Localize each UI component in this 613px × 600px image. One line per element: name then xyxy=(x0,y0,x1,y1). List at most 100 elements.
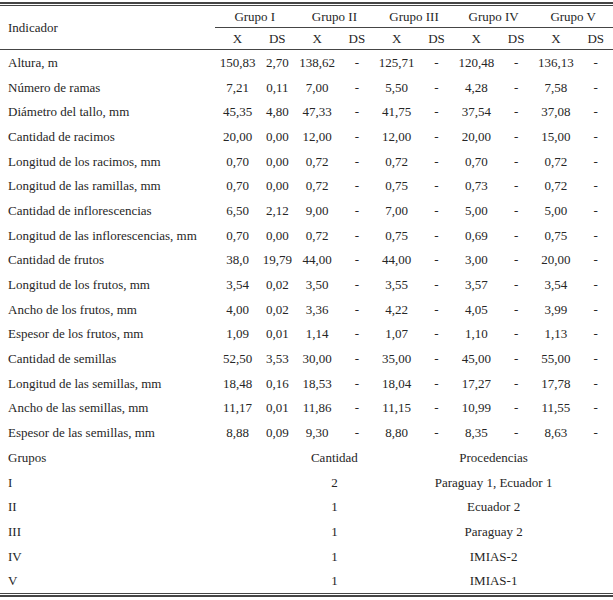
group-header-cell: Grupo V xyxy=(533,6,613,28)
sd-value-cell: 3,53 xyxy=(260,346,295,371)
sd-value-cell: - xyxy=(419,346,454,371)
mean-value-cell: 0,70 xyxy=(215,173,260,198)
paper-table-page: IndicadorGrupo IGrupo IIGrupo IIIGrupo I… xyxy=(0,0,613,600)
mean-value-cell: 47,33 xyxy=(295,99,340,124)
mean-value-cell: 8,35 xyxy=(454,420,499,445)
table-row: Diámetro del tallo, mm45,354,8047,33-41,… xyxy=(0,99,613,124)
group-name-cell: II xyxy=(0,494,215,519)
mean-value-cell: 5,50 xyxy=(374,75,419,100)
mean-value-cell: 15,00 xyxy=(533,124,578,149)
mean-value-cell: 4,00 xyxy=(215,297,260,322)
mean-value-cell: 0,70 xyxy=(215,223,260,248)
sd-value-cell: - xyxy=(340,50,375,75)
sd-value-cell: - xyxy=(499,272,534,297)
mean-value-cell: 52,50 xyxy=(215,346,260,371)
mean-value-cell: 3,00 xyxy=(454,248,499,273)
sd-subheader: DS xyxy=(340,28,375,50)
procedencias-value-cell: IMIAS-1 xyxy=(374,568,613,593)
row-label: Longitud de las inflorescencias, mm xyxy=(0,223,215,248)
mean-value-cell: 0,72 xyxy=(295,223,340,248)
mean-value-cell: 11,55 xyxy=(533,396,578,421)
sd-value-cell: - xyxy=(578,346,613,371)
mean-value-cell: 0,69 xyxy=(454,223,499,248)
mean-value-cell: 12,00 xyxy=(374,124,419,149)
mean-value-cell: 18,04 xyxy=(374,371,419,396)
sd-value-cell: - xyxy=(419,272,454,297)
mean-value-cell: 30,00 xyxy=(295,346,340,371)
sd-value-cell: 0,00 xyxy=(260,223,295,248)
row-label: Longitud de las semillas, mm xyxy=(0,371,215,396)
table-row: Longitud de los frutos, mm3,540,023,50-3… xyxy=(0,272,613,297)
table-row: Longitud de las inflorescencias, mm0,700… xyxy=(0,223,613,248)
cantidad-value-cell: 1 xyxy=(295,519,375,544)
sd-value-cell: - xyxy=(340,198,375,223)
sd-value-cell: - xyxy=(419,396,454,421)
sd-value-cell: - xyxy=(578,297,613,322)
mean-value-cell: 20,00 xyxy=(533,248,578,273)
groups-row: II1Ecuador 2 xyxy=(0,494,613,519)
sd-value-cell: - xyxy=(419,420,454,445)
sd-value-cell: - xyxy=(499,248,534,273)
table-bottom-double-rule xyxy=(0,593,613,597)
row-label: Espesor de las semillas, mm xyxy=(0,420,215,445)
mean-value-cell: 20,00 xyxy=(215,124,260,149)
groups-row: GruposCantidadProcedencias xyxy=(0,445,613,470)
mean-value-cell: 7,00 xyxy=(374,198,419,223)
sd-value-cell: - xyxy=(578,420,613,445)
mean-value-cell: 0,75 xyxy=(533,223,578,248)
sd-value-cell: 0,00 xyxy=(260,173,295,198)
mean-value-cell: 17,27 xyxy=(454,371,499,396)
sd-subheader: DS xyxy=(419,28,454,50)
groups-section: GruposCantidadProcedenciasI2Paraguay 1, … xyxy=(0,445,613,593)
cantidad-value-cell: 2 xyxy=(295,470,375,495)
sd-value-cell: - xyxy=(578,149,613,174)
sd-value-cell: 0,00 xyxy=(260,124,295,149)
sd-value-cell: - xyxy=(340,346,375,371)
sd-value-cell: - xyxy=(499,297,534,322)
table-row: Altura, m150,832,70138,62-125,71-120,48-… xyxy=(0,50,613,75)
sd-value-cell: 2,12 xyxy=(260,198,295,223)
sd-subheader: DS xyxy=(578,28,613,50)
mean-value-cell: 44,00 xyxy=(295,248,340,273)
sd-value-cell: - xyxy=(419,371,454,396)
sd-value-cell: - xyxy=(419,50,454,75)
row-label: Longitud de los racimos, mm xyxy=(0,149,215,174)
sd-value-cell: - xyxy=(578,223,613,248)
group-header-cell: Grupo II xyxy=(295,6,375,28)
mean-value-cell: 38,0 xyxy=(215,248,260,273)
mean-value-cell: 7,00 xyxy=(295,75,340,100)
sd-value-cell: - xyxy=(419,198,454,223)
spacer-cell xyxy=(215,470,295,495)
sd-value-cell: - xyxy=(578,371,613,396)
mean-value-cell: 7,58 xyxy=(533,75,578,100)
mean-value-cell: 0,70 xyxy=(215,149,260,174)
mean-value-cell: 4,22 xyxy=(374,297,419,322)
sd-value-cell: - xyxy=(499,173,534,198)
table-row: Número de ramas7,210,117,00-5,50-4,28-7,… xyxy=(0,75,613,100)
sd-value-cell: - xyxy=(419,75,454,100)
group-header-cell: Grupo IV xyxy=(454,6,534,28)
sd-value-cell: - xyxy=(340,99,375,124)
table-row: Cantidad de frutos38,019,7944,00-44,00-3… xyxy=(0,248,613,273)
mean-value-cell: 0,73 xyxy=(454,173,499,198)
sd-value-cell: - xyxy=(340,248,375,273)
sd-value-cell: - xyxy=(340,173,375,198)
sd-value-cell: - xyxy=(499,124,534,149)
sd-value-cell: - xyxy=(419,99,454,124)
sd-value-cell: - xyxy=(499,346,534,371)
mean-value-cell: 4,28 xyxy=(454,75,499,100)
group-name-cell: I xyxy=(0,470,215,495)
sd-value-cell: - xyxy=(499,223,534,248)
procedencias-value-cell: Paraguay 2 xyxy=(374,519,613,544)
sd-value-cell: - xyxy=(340,75,375,100)
mean-value-cell: 0,72 xyxy=(533,149,578,174)
table-row: Espesor de las semillas, mm8,880,099,30-… xyxy=(0,420,613,445)
mean-value-cell: 1,13 xyxy=(533,322,578,347)
sd-value-cell: - xyxy=(340,322,375,347)
mean-value-cell: 45,35 xyxy=(215,99,260,124)
mean-value-cell: 11,15 xyxy=(374,396,419,421)
mean-value-cell: 0,72 xyxy=(374,149,419,174)
table-row: Longitud de las ramillas, mm0,700,000,72… xyxy=(0,173,613,198)
mean-value-cell: 3,55 xyxy=(374,272,419,297)
sd-value-cell: - xyxy=(499,396,534,421)
